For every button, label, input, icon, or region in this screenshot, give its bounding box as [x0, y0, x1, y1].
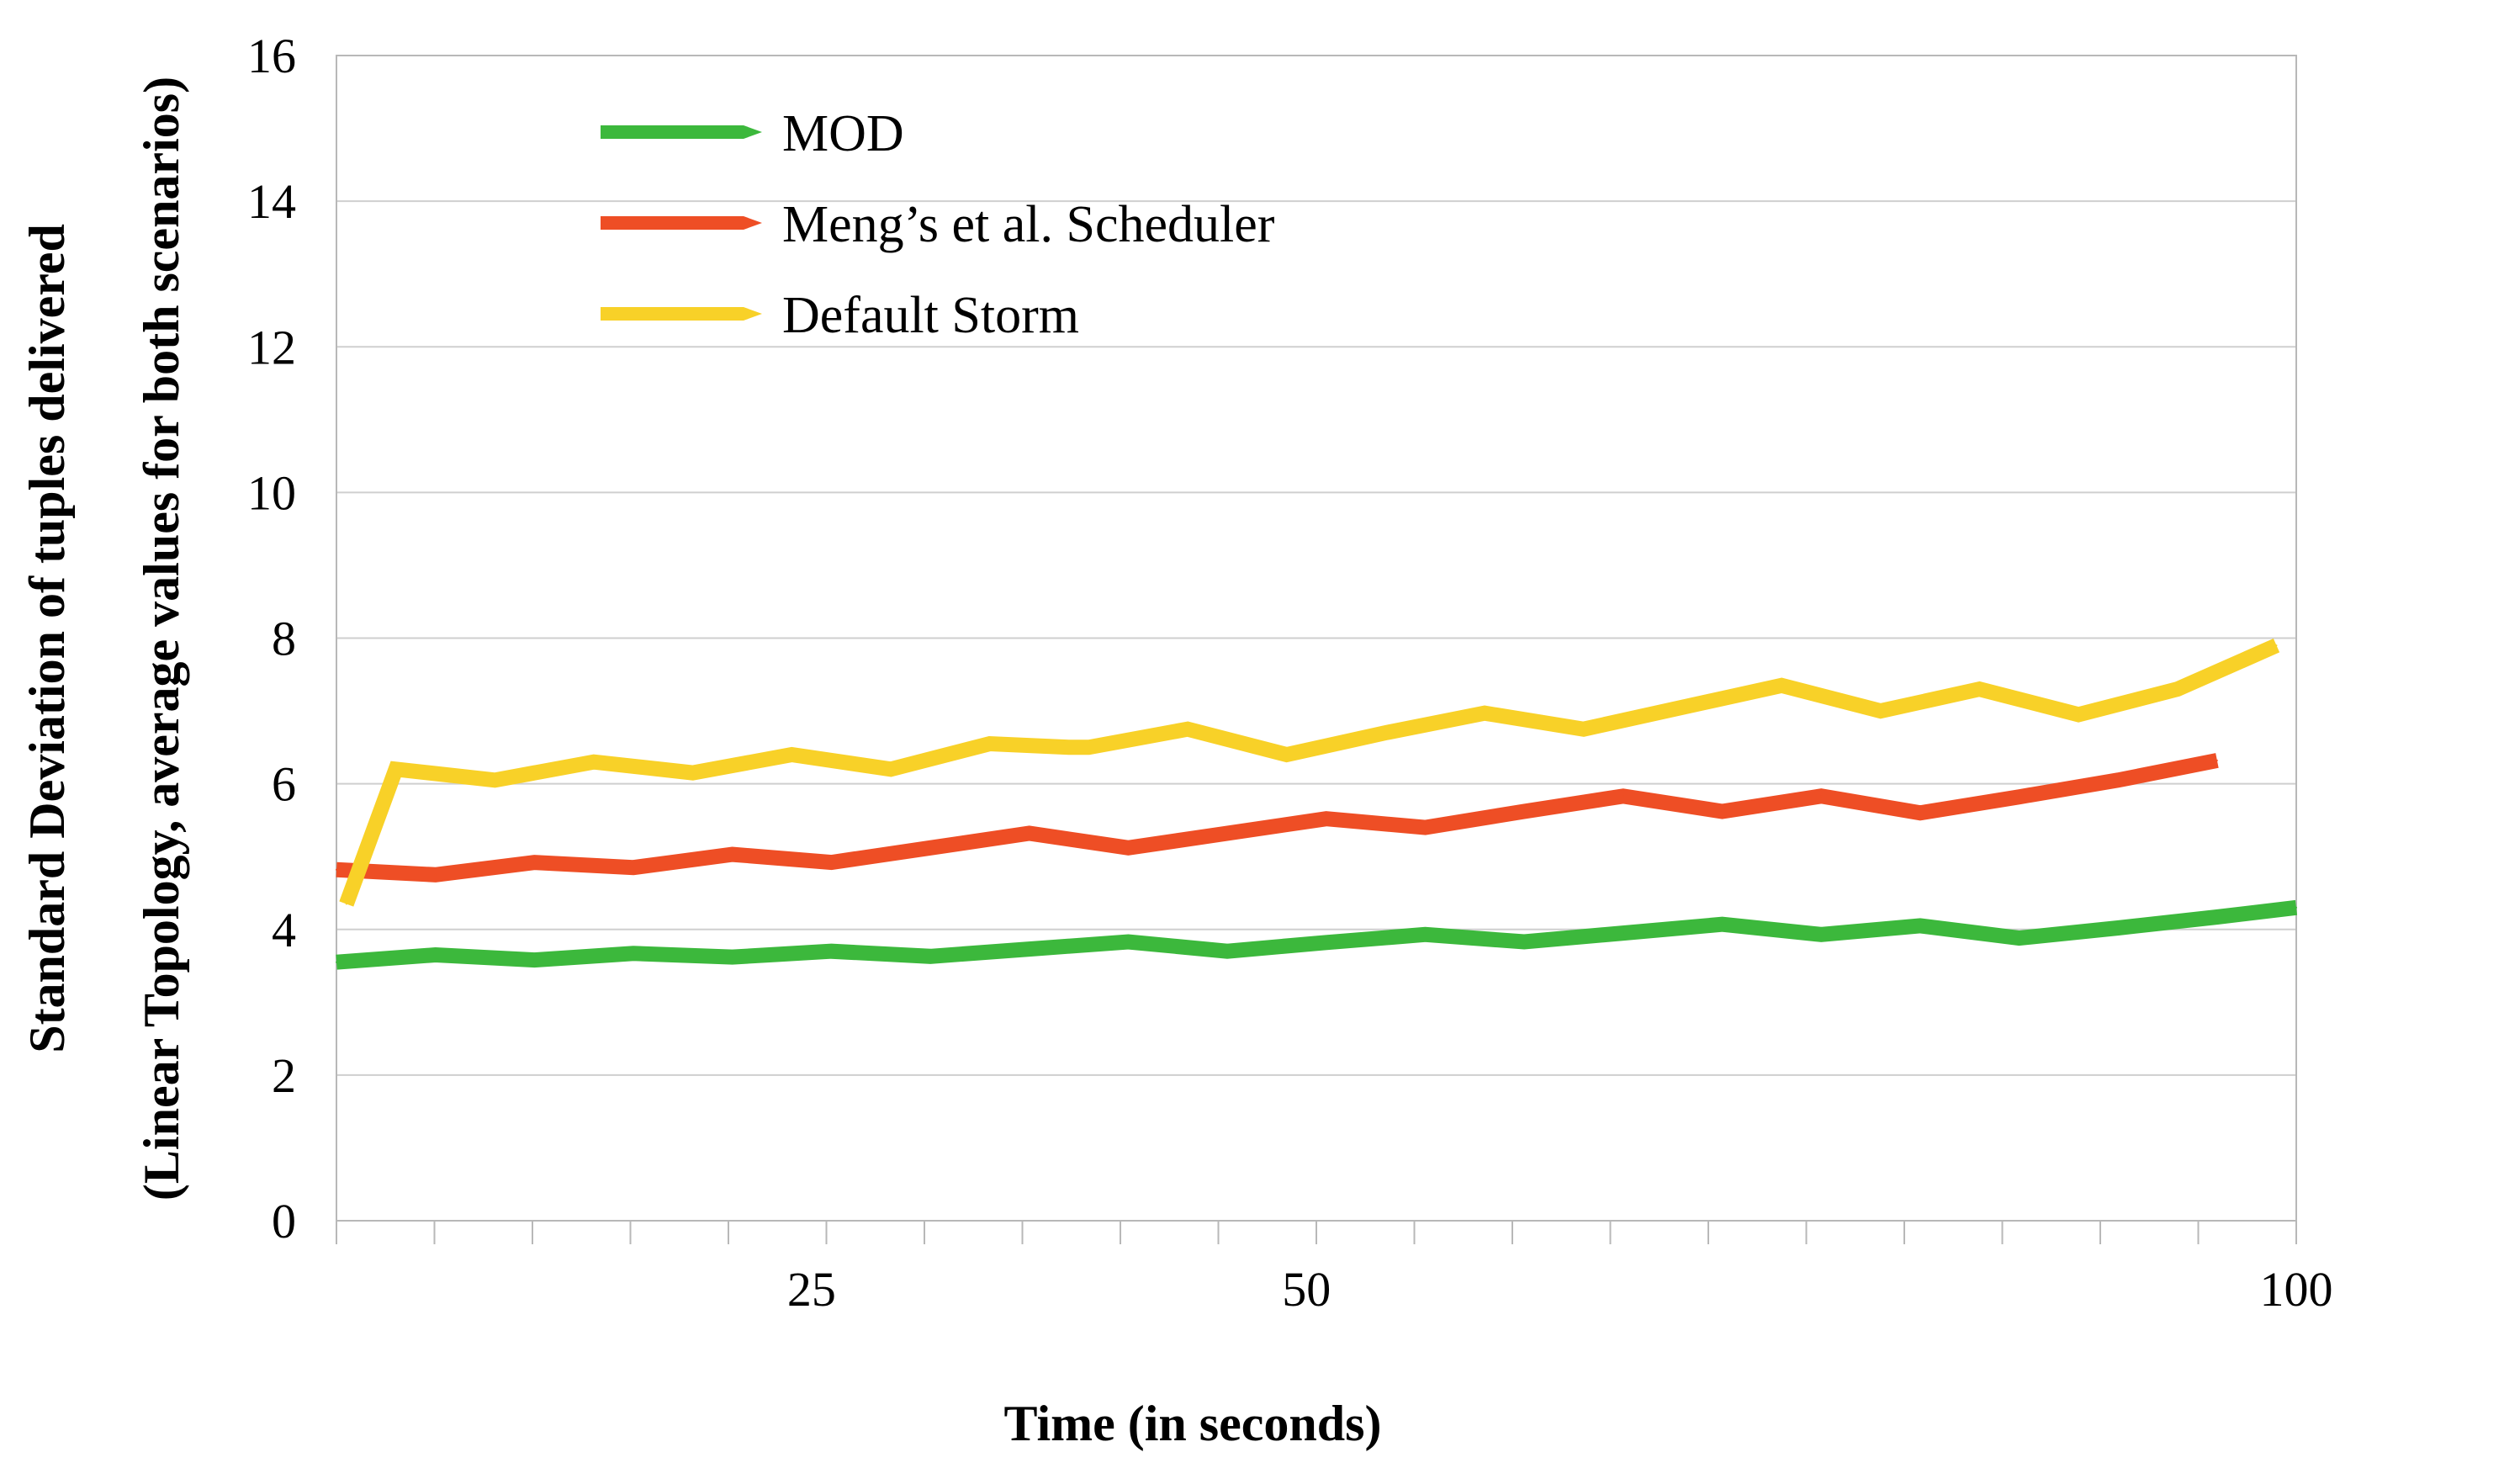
- data-point: [1622, 795, 1624, 798]
- y-tick-label: 10: [247, 465, 296, 520]
- data-point: [1523, 941, 1526, 943]
- data-point: [1681, 706, 1684, 708]
- data-point: [1028, 948, 1030, 951]
- data-point: [533, 959, 536, 962]
- data-point: [633, 867, 635, 869]
- data-point: [1721, 810, 1723, 813]
- data-point: [1820, 795, 1823, 798]
- data-point: [1919, 925, 1921, 927]
- series-line-1: [336, 753, 2219, 883]
- x-tick-label: 50: [1282, 1262, 1331, 1317]
- legend-label-0: MOD: [782, 105, 904, 162]
- y-tick-label: 6: [272, 757, 296, 812]
- data-point: [1820, 933, 1823, 936]
- y-tick-label: 8: [272, 612, 296, 666]
- data-point: [1781, 684, 1783, 686]
- y-tick-label: 16: [247, 29, 296, 83]
- data-point: [2275, 644, 2278, 647]
- data-point: [1127, 846, 1130, 849]
- data-point: [494, 779, 496, 782]
- data-point: [1622, 932, 1624, 935]
- x-tick-label: 25: [787, 1262, 836, 1317]
- legend-swatch-tip: [744, 307, 762, 321]
- data-point: [2295, 906, 2297, 909]
- series-line-0: [336, 899, 2298, 970]
- data-point: [1919, 812, 1921, 814]
- legend-swatch-tip: [744, 216, 762, 230]
- data-point: [830, 950, 833, 952]
- data-point: [1978, 688, 1981, 691]
- y-tick-label: 12: [247, 320, 296, 374]
- ticks: 0 2 4 6 8 10 12 14 16 25 50 100: [247, 29, 2333, 1317]
- data-point: [1582, 728, 1585, 730]
- data-point: [345, 903, 347, 905]
- data-point: [2117, 927, 2120, 930]
- data-point: [336, 868, 337, 871]
- data-point: [1879, 710, 1882, 713]
- gridlines: [336, 55, 2296, 1222]
- data-point: [633, 952, 635, 955]
- data-point: [1424, 933, 1427, 936]
- data-point: [2018, 937, 2020, 940]
- series-line-2: [339, 638, 2280, 907]
- data-point: [731, 956, 733, 958]
- data-point: [889, 768, 892, 771]
- data-point: [791, 754, 793, 755]
- data-point: [2018, 796, 2020, 798]
- data-point: [1325, 941, 1327, 944]
- y-axis-title-line2: (Linear Topology, average values for bot…: [134, 77, 189, 1201]
- data-point: [1028, 832, 1030, 835]
- data-point: [1523, 810, 1526, 813]
- data-point: [1067, 746, 1070, 749]
- data-point: [929, 846, 932, 849]
- data-point: [691, 771, 694, 774]
- data-point: [434, 873, 437, 876]
- legend: MOD Meng’s et al. Scheduler Default Storm: [601, 105, 1275, 344]
- data-point: [336, 961, 337, 963]
- y-tick-label: 0: [272, 1194, 296, 1248]
- data-point: [1721, 923, 1723, 925]
- y-tick-label: 2: [272, 1048, 296, 1103]
- y-axis-title-line1: Standard Deviation of tuples delivered: [19, 224, 75, 1053]
- data-point: [1424, 826, 1427, 829]
- series: [336, 638, 2298, 970]
- data-point: [2176, 688, 2179, 691]
- data-point: [1127, 941, 1130, 943]
- x-axis-title: Time (in seconds): [1004, 1396, 1382, 1451]
- data-point: [2078, 713, 2080, 716]
- data-point: [830, 861, 833, 864]
- data-point: [2216, 916, 2218, 919]
- legend-label-2: Default Storm: [782, 287, 1079, 344]
- data-point: [533, 861, 536, 864]
- data-point: [731, 853, 733, 856]
- data-point: [1187, 728, 1189, 730]
- data-point: [394, 768, 397, 771]
- data-point: [2117, 779, 2120, 782]
- data-point: [1484, 712, 1486, 714]
- x-tick-label: 100: [2260, 1262, 2333, 1317]
- legend-label-1: Meng’s et al. Scheduler: [782, 196, 1275, 253]
- data-point: [929, 955, 932, 957]
- legend-swatch-tip: [744, 125, 762, 139]
- data-point: [1285, 754, 1288, 755]
- data-point: [1088, 746, 1090, 749]
- data-point: [2216, 759, 2218, 761]
- data-point: [592, 761, 595, 763]
- data-point: [434, 954, 437, 957]
- data-point: [1325, 818, 1327, 820]
- data-point: [1384, 732, 1387, 734]
- y-tick-label: 4: [272, 903, 296, 957]
- data-point: [1226, 950, 1229, 952]
- data-point: [988, 743, 991, 745]
- y-tick-label: 14: [247, 174, 296, 229]
- data-point: [1226, 832, 1229, 835]
